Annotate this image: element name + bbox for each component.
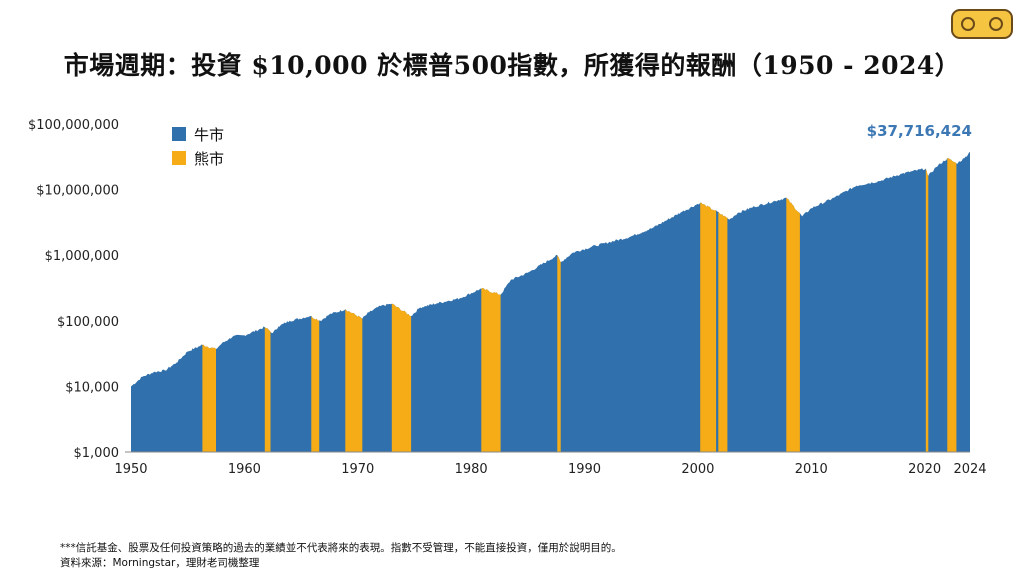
x-tick-label: 1980 <box>455 462 488 477</box>
x-tick-label: 2000 <box>681 462 714 477</box>
bear-market-band <box>718 151 728 452</box>
footnote-disclaimer: ***信託基金、股票及任何投資策略的過去的業績並不代表將來的表現。指數不受管理，… <box>60 542 622 554</box>
bull-market-area <box>131 151 970 453</box>
x-axis: 1950 1960 1970 1980 1990 2000 2010 2020 2024 <box>114 462 986 477</box>
y-tick-label: $10,000,000 <box>36 184 119 199</box>
page-title: 市場週期：投資 $10,000 於標普500指數，所獲得的報酬（1950 - 2… <box>63 51 961 80</box>
final-value-label: $37,716,424 <box>867 122 972 140</box>
bear-market-band <box>311 151 320 452</box>
legend-swatch <box>172 151 186 165</box>
bear-market-band <box>786 151 800 452</box>
bear-market-band <box>557 151 561 452</box>
bear-market-band <box>947 151 957 452</box>
logo-icon <box>951 9 1013 39</box>
bear-market-band <box>925 151 929 452</box>
y-tick-label: $1,000 <box>74 446 120 461</box>
bear-market-band <box>700 151 717 452</box>
x-tick-label: 1970 <box>341 462 374 477</box>
y-tick-label: $100,000 <box>57 315 119 330</box>
x-tick-label: 2020 <box>908 462 941 477</box>
y-tick-label: $10,000 <box>65 380 119 395</box>
legend-swatch <box>172 127 186 141</box>
x-tick-label: 1960 <box>228 462 261 477</box>
x-tick-label: 1990 <box>568 462 601 477</box>
x-tick-label: 2010 <box>795 462 828 477</box>
bear-market-band <box>345 151 363 452</box>
legend-label: 熊市 <box>194 150 224 168</box>
bear-market-band <box>264 151 271 452</box>
x-tick-label: 2024 <box>953 462 986 477</box>
y-tick-label: $100,000,000 <box>28 118 119 133</box>
bear-market-band <box>391 151 412 452</box>
y-axis: $1,000 $10,000 $100,000 $1,000,000 $10,000,0… <box>28 118 119 461</box>
x-tick-label: 1950 <box>114 462 147 477</box>
legend-label: 牛市 <box>194 126 224 144</box>
footnote-source: 資料來源：Morningstar，理財老司機整理 <box>60 557 260 569</box>
bear-market-band <box>481 151 501 452</box>
y-tick-label: $1,000,000 <box>45 249 119 264</box>
